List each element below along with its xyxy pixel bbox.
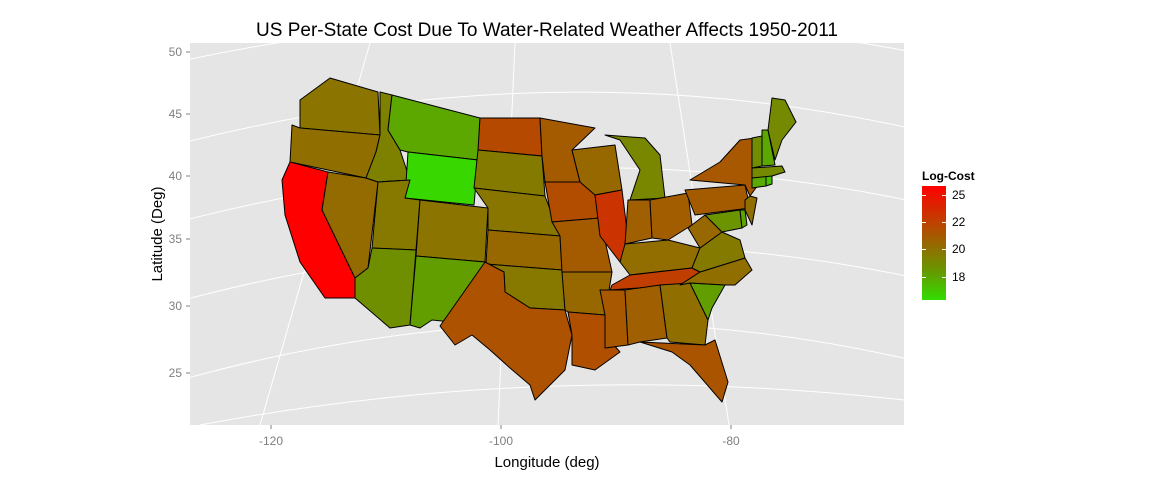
legend-colorbar: [922, 186, 946, 300]
legend-tick-mark: [922, 277, 926, 278]
y-tick-label: 30: [169, 299, 183, 313]
y-tick-label: 45: [169, 107, 183, 121]
state-new-hampshire: [761, 129, 776, 167]
state-rhode-island: [765, 175, 773, 187]
state-florida: [639, 339, 729, 403]
state-ohio: [649, 192, 693, 241]
state-washington: [299, 77, 381, 136]
state-texas: [439, 261, 573, 401]
gridline: [199, 384, 904, 425]
gridline: [190, 43, 904, 60]
gridline: [190, 91, 904, 142]
x-tick-label: -120: [259, 434, 283, 448]
legend-tick-mark: [942, 249, 946, 250]
y-axis-title: Latitude (Deg): [149, 186, 166, 281]
legend-tick-mark: [922, 249, 926, 250]
legend-tick-mark: [942, 222, 946, 223]
state-vermont: [751, 135, 763, 169]
legend-title: Log-Cost: [922, 169, 975, 183]
state-indiana: [624, 199, 653, 245]
chart-title: US Per-State Cost Due To Water-Related W…: [256, 20, 838, 41]
state-kansas: [485, 229, 563, 271]
state-massachusetts: [751, 165, 786, 179]
legend-tick-label: 20: [952, 242, 966, 256]
state-new-jersey: [744, 195, 758, 226]
legend-tick-label: 22: [952, 215, 966, 229]
state-colorado: [415, 199, 489, 263]
legend-tick-label: 25: [952, 188, 966, 202]
state-mississippi: [599, 289, 629, 349]
legend-tick-mark: [922, 222, 926, 223]
legend-tick-mark: [942, 195, 946, 196]
legend-tick-mark: [922, 195, 926, 196]
y-tick-label: 50: [169, 45, 183, 59]
state-delaware: [739, 209, 748, 229]
y-tick-label: 35: [169, 232, 183, 246]
x-tick-label: -100: [489, 434, 513, 448]
x-axis-title: Longitude (deg): [494, 454, 599, 471]
x-tick-label: -80: [722, 434, 740, 448]
state-north-dakota: [477, 117, 543, 157]
y-tick-label: 25: [169, 366, 183, 380]
state-alabama: [624, 284, 668, 346]
state-maine: [767, 97, 797, 161]
legend-tick-mark: [942, 277, 946, 278]
legend-tick-label: 18: [952, 270, 966, 284]
state-wyoming: [404, 151, 479, 206]
y-tick-label: 40: [169, 169, 183, 183]
states-layer: [281, 77, 797, 403]
state-michigan: [604, 134, 666, 201]
